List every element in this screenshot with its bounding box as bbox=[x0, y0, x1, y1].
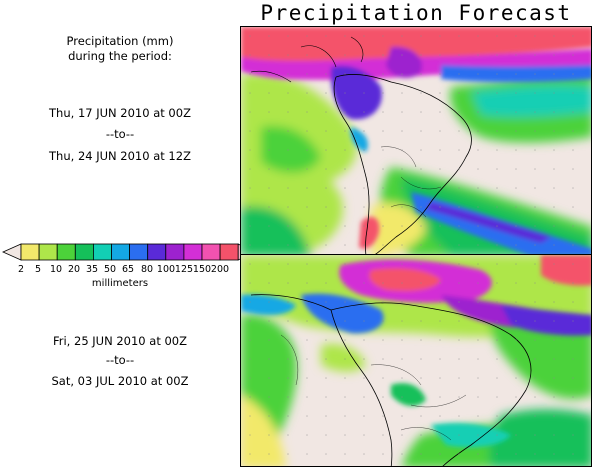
description-line-2: during the period: bbox=[68, 49, 172, 63]
legend-label: 35 bbox=[85, 264, 99, 275]
legend-color-boxes bbox=[2, 243, 240, 261]
legend-color-box bbox=[201, 243, 221, 261]
legend-color-box bbox=[183, 243, 203, 261]
legend-label: 80 bbox=[140, 264, 154, 275]
legend-color-box bbox=[129, 243, 149, 261]
legend-color-box bbox=[93, 243, 112, 261]
description-line-1: Precipitation (mm) bbox=[66, 34, 174, 48]
legend-color-box bbox=[74, 243, 94, 261]
legend-color-box bbox=[56, 243, 76, 261]
period1-start: Thu, 17 JUN 2010 at 00Z bbox=[49, 106, 191, 120]
map-title: Precipitation Forecast bbox=[260, 1, 572, 25]
precipitation-map-period-1 bbox=[240, 26, 592, 255]
legend-label: 50 bbox=[103, 264, 117, 275]
legend-label: 20 bbox=[67, 264, 81, 275]
map-canvas bbox=[241, 27, 591, 254]
period1-to: --to-- bbox=[105, 127, 135, 141]
legend-label: 10 bbox=[49, 264, 63, 275]
period2-to: --to-- bbox=[105, 353, 135, 367]
map-canvas bbox=[241, 255, 591, 466]
legend-color-box bbox=[147, 243, 167, 261]
precipitation-map-period-2 bbox=[240, 254, 592, 467]
legend-label: 125 bbox=[174, 264, 194, 275]
legend-label: 5 bbox=[34, 264, 42, 275]
legend-label: 200 bbox=[210, 264, 230, 275]
legend-color-box bbox=[111, 243, 131, 261]
legend-label: 65 bbox=[121, 264, 135, 275]
legend-color-box bbox=[165, 243, 185, 261]
legend-color-box bbox=[20, 243, 40, 261]
legend-under-arrow bbox=[2, 243, 22, 261]
legend-label: 150 bbox=[192, 264, 212, 275]
legend-units: millimeters bbox=[91, 278, 149, 289]
legend-label: 2 bbox=[17, 264, 25, 275]
period2-start: Fri, 25 JUN 2010 at 00Z bbox=[52, 334, 187, 348]
legend-over-arrow bbox=[237, 243, 240, 261]
legend-color-box bbox=[219, 243, 239, 261]
period2-end: Sat, 03 JUL 2010 at 00Z bbox=[51, 374, 189, 388]
legend-color-box bbox=[38, 243, 58, 261]
legend-labels: 2 5 10 20 35 50 65 80 100 125 150 200 bbox=[0, 264, 240, 278]
color-legend bbox=[2, 243, 240, 261]
legend-label: 100 bbox=[156, 264, 176, 275]
period1-end: Thu, 24 JUN 2010 at 12Z bbox=[49, 149, 191, 163]
